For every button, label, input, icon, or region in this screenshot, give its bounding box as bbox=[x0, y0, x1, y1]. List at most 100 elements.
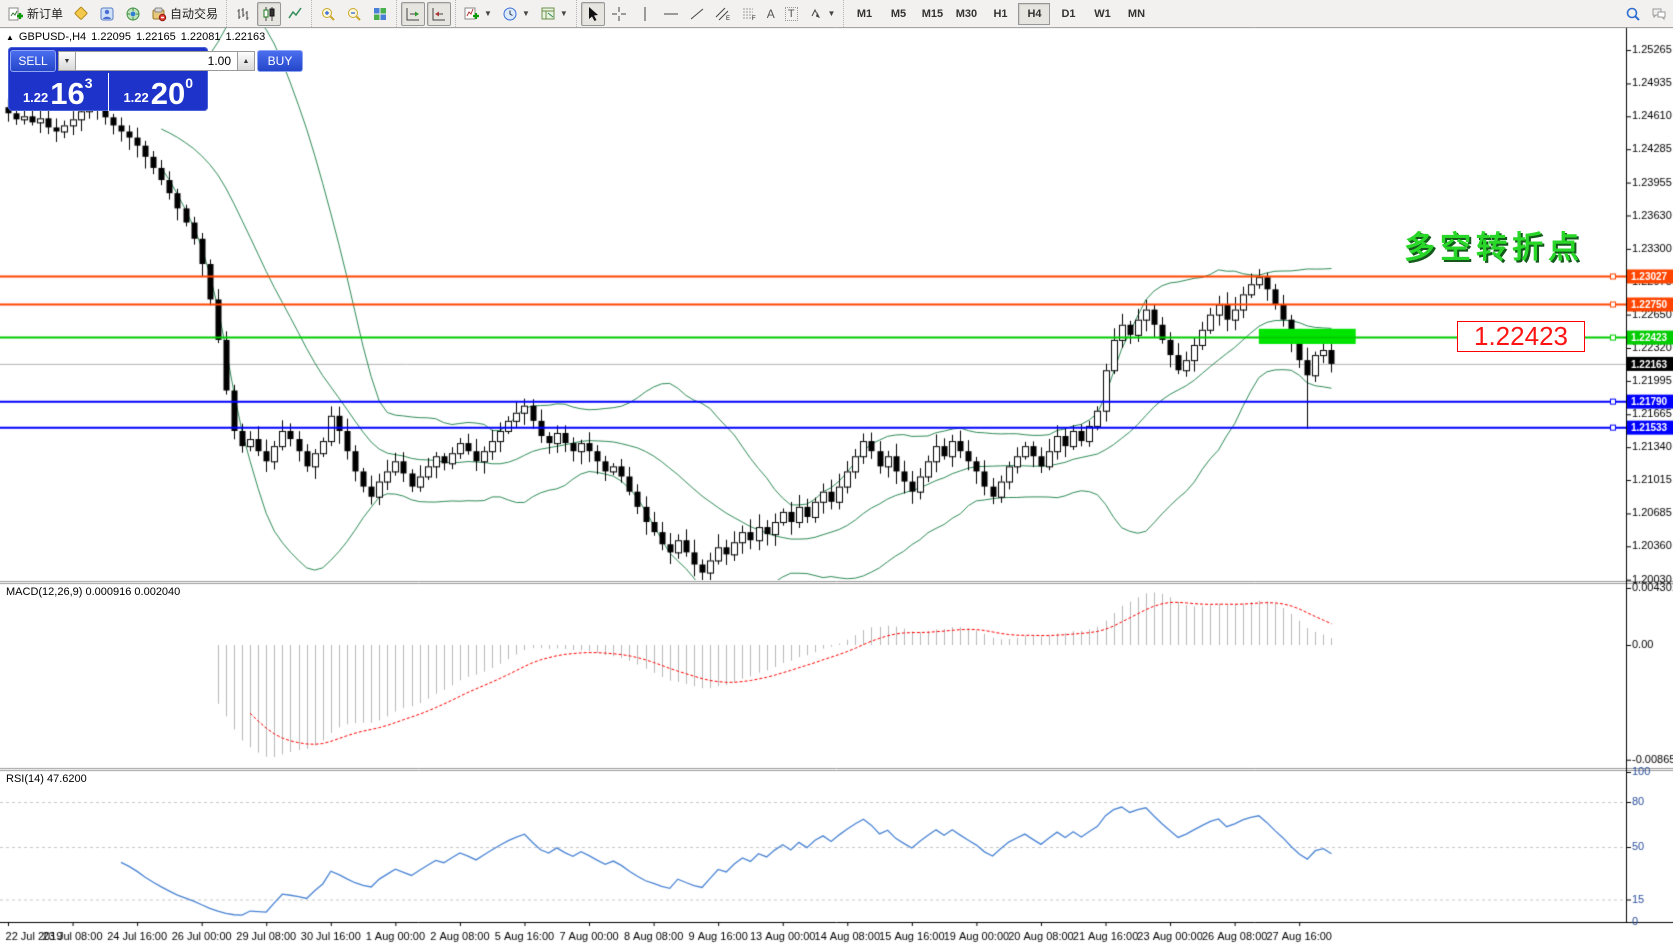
buy-price[interactable]: 1.22 20 0 bbox=[109, 73, 209, 111]
pivot-annotation-text[interactable]: 多空转折点 bbox=[1404, 230, 1584, 265]
vertical-line-icon bbox=[644, 6, 646, 21]
sell-price-small: 1.22 bbox=[22, 90, 49, 105]
buy-price-sup: 0 bbox=[185, 75, 194, 91]
timeframe-m1[interactable]: M1 bbox=[856, 7, 873, 20]
timeframe-h1[interactable]: H1 bbox=[993, 7, 1008, 20]
text-button[interactable]: A bbox=[763, 2, 779, 26]
candlestick-chart-button[interactable] bbox=[257, 1, 282, 26]
indicators-button[interactable]: ▼ bbox=[460, 2, 496, 26]
collapse-panel-icon[interactable]: ▲ bbox=[6, 33, 14, 42]
navigator-button[interactable] bbox=[121, 2, 145, 26]
volume-spinner: ▼ ▲ bbox=[58, 51, 255, 71]
line-chart-button[interactable] bbox=[283, 2, 307, 26]
timeframe-w1[interactable]: W1 bbox=[1094, 7, 1111, 20]
timeframe-m15[interactable]: M15 bbox=[921, 7, 944, 20]
text-label-glyph: T bbox=[784, 6, 798, 21]
periods-caret-icon: ▼ bbox=[521, 9, 530, 18]
timeframe-mn[interactable]: MN bbox=[1127, 7, 1146, 20]
buy-button[interactable]: BUY bbox=[257, 50, 303, 72]
timeframe-h4[interactable]: H4 bbox=[1018, 2, 1051, 25]
volume-input[interactable] bbox=[76, 51, 237, 71]
sell-price-sup: 3 bbox=[84, 75, 93, 91]
price-chart-canvas[interactable] bbox=[0, 27, 1673, 950]
search-icon[interactable] bbox=[1625, 6, 1641, 22]
equidistant-channel-button[interactable]: E bbox=[711, 2, 735, 26]
volume-up-button[interactable]: ▲ bbox=[237, 51, 255, 71]
arrows-icon bbox=[811, 8, 820, 18]
text-tool-glyph: A bbox=[766, 6, 775, 21]
zoom-out-button[interactable] bbox=[342, 2, 366, 26]
new-order-icon bbox=[8, 7, 23, 20]
line-chart-icon bbox=[288, 7, 302, 18]
horizontal-line-button[interactable] bbox=[659, 2, 683, 26]
toolbar-group-chart-type bbox=[226, 0, 311, 27]
timeframe-d1[interactable]: D1 bbox=[1061, 7, 1076, 20]
zoom-in-button[interactable] bbox=[316, 2, 340, 26]
periods-button[interactable]: ▼ bbox=[498, 2, 534, 26]
fibonacci-button[interactable]: F bbox=[737, 2, 761, 26]
buy-price-big: 20 bbox=[150, 76, 186, 111]
new-order-button[interactable]: 新订单 bbox=[4, 2, 67, 26]
rsi-indicator-label: RSI(14) 47.6200 bbox=[6, 773, 87, 785]
tile-windows-icon bbox=[374, 7, 387, 20]
toolbar: 新订单 自动交易 bbox=[0, 0, 1673, 28]
templates-button[interactable]: ▼ bbox=[536, 2, 572, 26]
ohlc-close: 1.22163 bbox=[225, 31, 266, 43]
chart-shift-icon bbox=[432, 7, 446, 20]
templates-caret-icon: ▼ bbox=[559, 9, 568, 18]
crosshair-button[interactable] bbox=[607, 2, 631, 26]
autotrading-button[interactable]: 自动交易 bbox=[147, 2, 222, 26]
ohlc-open: 1.22095 bbox=[91, 31, 131, 43]
market-watch-button[interactable] bbox=[69, 2, 93, 26]
sell-price[interactable]: 1.22 16 3 bbox=[8, 73, 109, 111]
auto-scroll-button[interactable] bbox=[401, 1, 426, 26]
crosshair-icon bbox=[611, 6, 626, 21]
timeframe-m30[interactable]: M30 bbox=[955, 7, 978, 20]
market-watch-icon bbox=[74, 6, 88, 20]
toolbar-group-trade: 新订单 自动交易 bbox=[0, 0, 226, 27]
symbol-name: GBPUSD-,H4 bbox=[18, 31, 87, 43]
chart-shift-button[interactable] bbox=[427, 1, 452, 26]
horizontal-line-icon bbox=[663, 13, 678, 14]
arrows-button[interactable]: ▼ bbox=[804, 2, 840, 26]
candlestick-chart-icon bbox=[263, 6, 275, 21]
svg-text:E: E bbox=[726, 16, 730, 22]
one-click-trading-panel: SELL ▼ ▲ BUY 1.22 16 3 1.22 20 0 bbox=[8, 47, 303, 111]
toolbar-group-objects: E F A T ▼ bbox=[575, 0, 844, 27]
zoom-out-icon bbox=[348, 7, 361, 21]
sell-price-big: 16 bbox=[50, 76, 85, 111]
cursor-button[interactable] bbox=[580, 1, 605, 26]
vertical-line-button[interactable] bbox=[633, 2, 657, 26]
sell-button[interactable]: SELL bbox=[10, 50, 56, 72]
auto-scroll-icon bbox=[406, 7, 420, 20]
bar-chart-button[interactable] bbox=[231, 2, 255, 26]
data-window-icon bbox=[100, 7, 114, 20]
chat-icon[interactable] bbox=[1651, 6, 1667, 22]
trendline-icon bbox=[690, 8, 704, 19]
equidistant-channel-icon: E bbox=[715, 7, 730, 22]
price-callout-label[interactable]: 1.22423 bbox=[1457, 321, 1585, 352]
volume-down-button[interactable]: ▼ bbox=[58, 51, 76, 71]
buy-price-small: 1.22 bbox=[123, 90, 149, 105]
periods-clock-icon bbox=[503, 7, 517, 20]
svg-text:F: F bbox=[752, 16, 756, 22]
ohlc-high: 1.22165 bbox=[135, 31, 176, 43]
navigator-icon bbox=[126, 7, 140, 20]
bar-chart-icon bbox=[237, 7, 249, 20]
toolbar-group-zoom bbox=[311, 0, 396, 27]
text-label-button[interactable]: T bbox=[781, 2, 802, 26]
autotrading-icon bbox=[152, 7, 167, 21]
symbol-ohlc-line: ▲ GBPUSD-,H4 1.22095 1.22165 1.22081 1.2… bbox=[6, 31, 265, 43]
templates-icon bbox=[541, 7, 555, 19]
toolbar-group-insert: ▼ ▼ ▼ bbox=[455, 0, 576, 27]
tile-windows-button[interactable] bbox=[368, 2, 392, 26]
fibonacci-icon: F bbox=[742, 8, 756, 22]
toolbar-group-scroll bbox=[396, 0, 455, 27]
trendline-button[interactable] bbox=[685, 2, 709, 26]
ohlc-low: 1.22081 bbox=[180, 31, 221, 43]
zoom-in-icon bbox=[322, 7, 335, 21]
data-window-button[interactable] bbox=[95, 2, 119, 26]
toolbar-group-timeframes: M1 M5 M15 M30 H1 H4 D1 W1 MN bbox=[843, 0, 1156, 27]
indicators-icon bbox=[464, 7, 480, 19]
timeframe-m5[interactable]: M5 bbox=[890, 7, 907, 20]
